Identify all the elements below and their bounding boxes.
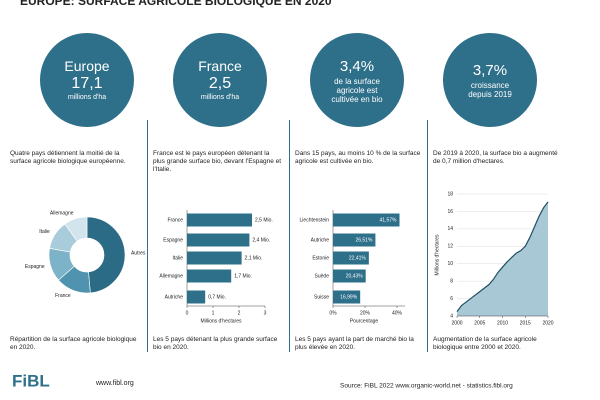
- area: [457, 201, 548, 316]
- intro-text: France est le pays européen détenant la …: [153, 150, 282, 173]
- stat-unit: croissance depuis 2019: [468, 81, 512, 99]
- slice-label: Italie: [39, 229, 50, 235]
- slice-label: Allemagne: [50, 210, 74, 216]
- x-tick-label: 2010: [497, 320, 508, 326]
- slice-label: Autres: [131, 250, 146, 256]
- category-label: Suède: [315, 273, 330, 279]
- y-tick-label: 10: [447, 261, 453, 267]
- stat-unit: millions d'ha: [200, 94, 240, 101]
- y-tick-label: 18: [447, 191, 453, 197]
- x-tick-label: 40%: [392, 310, 403, 316]
- x-tick-label: 2: [238, 310, 241, 316]
- y-tick-label: 16: [447, 209, 453, 215]
- x-tick-label: 2005: [474, 320, 485, 326]
- bar: [187, 269, 232, 283]
- stat-label: France: [198, 58, 242, 74]
- value-label: 41,57%: [380, 217, 398, 223]
- stat-circle: Europe 17,1 millions d'ha: [40, 33, 134, 127]
- intro-text: De 2019 à 2020, la surface bio a augment…: [433, 150, 558, 165]
- stat-value: 3,4%: [339, 57, 375, 75]
- stat-label: Europe: [64, 58, 110, 74]
- source: Source: FiBL 2022 www.organic-world.net …: [340, 383, 513, 390]
- value-label: 26,51%: [355, 237, 373, 243]
- pie-slice: [64, 216, 88, 242]
- y-tick-label: 12: [447, 244, 453, 250]
- bar: [333, 269, 366, 283]
- slice-label: Espagne: [25, 264, 45, 270]
- category-label: Liechtenstein: [300, 217, 330, 223]
- x-tick-label: 1: [212, 310, 215, 316]
- intro-text: Quatre pays détiennent la moitié de la s…: [10, 150, 126, 165]
- pie-slice: [86, 216, 126, 294]
- value-label: 2,5 Mio.: [255, 217, 273, 223]
- stat-value: 3,7%: [472, 62, 508, 79]
- category-label: Estonie: [312, 255, 329, 261]
- y-axis-label: Millions d'hectares: [434, 234, 440, 275]
- chart-caption: Les 5 pays ayant la part de marché bio l…: [295, 336, 414, 351]
- url: www.fibl.org: [95, 380, 134, 387]
- bar: [333, 290, 361, 304]
- stat-value: 2,5: [208, 75, 232, 92]
- bar: [333, 251, 369, 265]
- category-label: Allemagne: [159, 273, 183, 279]
- bar: [187, 251, 242, 265]
- bar: [333, 233, 376, 247]
- x-axis-label: Millions d'hectares: [201, 318, 242, 324]
- title: EUROPE: SURFACE AGRICOLE BIOLOGIQUE EN 2…: [20, 0, 332, 8]
- chart-caption: Répartition de la surface agricole biolo…: [10, 336, 137, 351]
- value-label: 1,7 Mio.: [234, 273, 252, 279]
- bar: [333, 213, 400, 227]
- y-tick-label: 4: [450, 313, 453, 319]
- x-axis-label: Pourcentage: [350, 318, 379, 324]
- category-label: France: [167, 217, 183, 223]
- stat-circle: 3,7% croissance depuis 2019: [443, 33, 537, 127]
- x-tick-label: 2015: [520, 320, 531, 326]
- x-tick-label: 2000: [451, 320, 462, 326]
- value-label: 16,99%: [340, 294, 358, 300]
- category-label: Italie: [172, 255, 183, 261]
- x-tick-label: 0: [186, 310, 189, 316]
- value-label: 2,4 Mio.: [252, 237, 270, 243]
- category-label: Suisse: [314, 294, 329, 300]
- value-label: 20,43%: [346, 273, 364, 279]
- slice-label: France: [55, 293, 71, 299]
- y-tick-label: 6: [450, 296, 453, 302]
- y-tick-label: 8: [450, 278, 453, 284]
- value-label: 0,7 Mio.: [208, 294, 226, 300]
- x-tick-label: 2020: [542, 320, 553, 326]
- stat-circle: 3,4% de la surface agricole est cultivée …: [310, 33, 404, 127]
- divider: [289, 120, 290, 352]
- value-label: 22,41%: [349, 255, 367, 261]
- stat-unit: de la surface agricole est cultivée en b…: [331, 76, 383, 104]
- stat-circle: France 2,5 millions d'ha: [173, 33, 267, 127]
- x-tick-label: 3: [264, 310, 267, 316]
- chart-caption: Les 5 pays détenant la plus grande surfa…: [153, 336, 278, 351]
- category-label: Autriche: [311, 237, 330, 243]
- logo: FiBL: [12, 371, 50, 390]
- divider: [427, 120, 428, 352]
- y-tick-label: 14: [447, 226, 453, 232]
- x-tick-label: 20%: [360, 310, 371, 316]
- bar: [187, 290, 206, 304]
- category-label: Autriche: [165, 294, 184, 300]
- intro-text: Dans 15 pays, au moins 10 % de la surfac…: [295, 150, 421, 165]
- stat-value: 17,1: [71, 75, 103, 92]
- bar: [187, 233, 250, 247]
- divider: [147, 120, 148, 352]
- bar: [187, 213, 252, 227]
- chart-caption: Augmentation de la surface agricole biol…: [433, 336, 537, 351]
- stat-unit: millions d'ha: [67, 94, 107, 101]
- x-tick-label: 0%: [329, 310, 337, 316]
- value-label: 2,1 Mio.: [245, 255, 263, 261]
- area-line: [456, 201, 549, 313]
- category-label: Espagne: [163, 237, 183, 243]
